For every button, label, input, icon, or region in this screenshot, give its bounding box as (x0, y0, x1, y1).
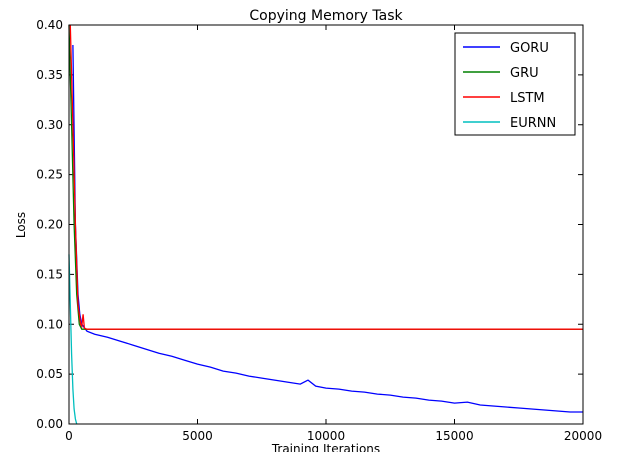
x-tick-label: 5000 (182, 429, 213, 443)
plot-frame (68, 24, 584, 425)
x-axis-label: Training Iterations (271, 442, 380, 452)
series-line (68, 254, 78, 425)
y-tick-label: 0.40 (36, 18, 63, 32)
x-tick-label: 15000 (435, 429, 473, 443)
y-tick-label: 0.15 (36, 267, 63, 281)
chart-title: Copying Memory Task (249, 8, 403, 24)
series-line (69, 24, 583, 330)
y-tick-label: 0.20 (36, 218, 63, 232)
y-tick-label: 0.00 (36, 417, 63, 431)
y-tick-label: 0.30 (36, 118, 63, 132)
legend-box (454, 32, 576, 136)
legend-label: EURNN (510, 116, 556, 131)
y-tick-label: 0.10 (36, 317, 63, 331)
y-axis-label: Loss (14, 212, 28, 238)
y-tick-label: 0.05 (36, 367, 63, 381)
y-tick-label: 0.25 (36, 168, 63, 182)
y-tick-label: 0.35 (36, 68, 63, 82)
x-tick-label: 0 (65, 429, 73, 443)
legend-label: GORU (510, 41, 549, 56)
x-tick-label: 20000 (564, 429, 602, 443)
legend-label: GRU (510, 66, 539, 81)
x-tick-label: 10000 (307, 429, 345, 443)
series-line (72, 44, 583, 413)
legend-label: LSTM (510, 91, 545, 106)
